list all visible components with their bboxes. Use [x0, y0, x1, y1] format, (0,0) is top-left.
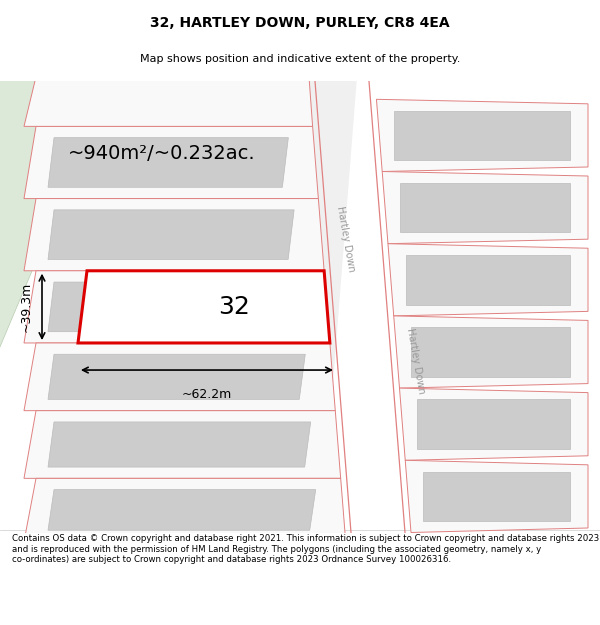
Text: ~62.2m: ~62.2m [182, 388, 232, 401]
Polygon shape [423, 472, 570, 521]
Polygon shape [78, 271, 330, 343]
Text: Map shows position and indicative extent of the property.: Map shows position and indicative extent… [140, 54, 460, 64]
Polygon shape [24, 343, 335, 411]
Polygon shape [48, 282, 300, 332]
Polygon shape [388, 244, 588, 316]
Polygon shape [400, 182, 570, 232]
Polygon shape [24, 271, 330, 343]
Polygon shape [405, 460, 588, 532]
Polygon shape [400, 388, 588, 460]
Polygon shape [394, 111, 570, 160]
Text: Hartley Down: Hartley Down [335, 206, 356, 273]
Text: 32: 32 [218, 295, 250, 319]
Text: 32, HARTLEY DOWN, PURLEY, CR8 4EA: 32, HARTLEY DOWN, PURLEY, CR8 4EA [150, 16, 450, 30]
Polygon shape [24, 411, 341, 478]
Polygon shape [48, 489, 316, 530]
Text: Hartley Down: Hartley Down [404, 328, 426, 395]
Text: ~940m²/~0.232ac.: ~940m²/~0.232ac. [68, 144, 256, 163]
Polygon shape [48, 210, 294, 259]
Text: Contains OS data © Crown copyright and database right 2021. This information is : Contains OS data © Crown copyright and d… [12, 534, 599, 564]
Polygon shape [24, 199, 324, 271]
Polygon shape [417, 399, 570, 449]
Polygon shape [24, 478, 346, 541]
Polygon shape [382, 171, 588, 244]
Polygon shape [48, 354, 305, 399]
Polygon shape [48, 138, 289, 188]
Polygon shape [376, 99, 588, 171]
Polygon shape [24, 77, 313, 126]
Polygon shape [0, 77, 114, 361]
Polygon shape [48, 422, 311, 467]
Text: ~39.3m: ~39.3m [20, 282, 33, 332]
Polygon shape [264, 77, 357, 537]
Polygon shape [412, 327, 570, 377]
Polygon shape [394, 316, 588, 388]
Polygon shape [24, 126, 319, 199]
Polygon shape [406, 255, 570, 304]
